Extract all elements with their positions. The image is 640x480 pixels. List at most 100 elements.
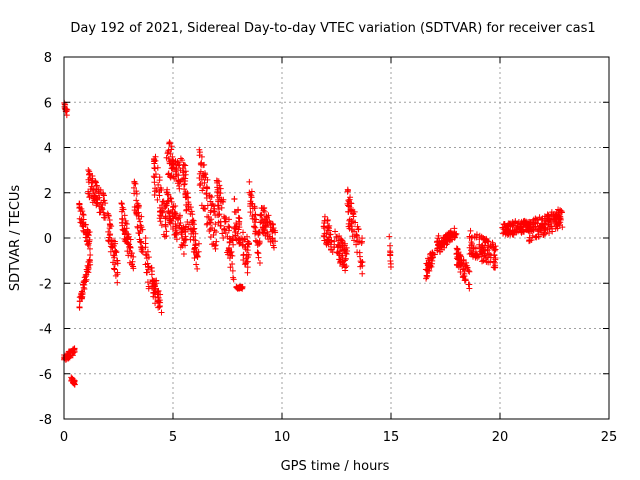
data-point <box>262 223 269 230</box>
data-point <box>173 166 180 173</box>
y-tick-label: 8 <box>44 51 52 66</box>
data-point <box>490 258 497 265</box>
data-point <box>254 249 261 256</box>
data-point <box>213 228 220 235</box>
data-point <box>333 234 340 240</box>
data-point <box>68 374 75 381</box>
data-point <box>184 190 191 197</box>
data-point <box>157 209 164 216</box>
data-point <box>336 250 343 257</box>
data-point <box>249 213 256 220</box>
data-point <box>189 217 196 224</box>
data-point <box>200 205 207 212</box>
data-point <box>114 260 121 267</box>
data-point <box>387 257 394 264</box>
data-point <box>85 242 92 249</box>
data-point <box>137 218 144 225</box>
data-point <box>337 259 344 266</box>
data-point <box>144 279 151 286</box>
data-point <box>248 200 255 207</box>
data-point <box>460 272 467 279</box>
data-point <box>449 231 456 238</box>
data-point <box>133 190 140 197</box>
data-point <box>200 172 207 179</box>
data-point <box>480 244 487 251</box>
data-point <box>85 269 92 276</box>
x-tick-label: 15 <box>383 430 400 445</box>
data-point <box>270 244 277 251</box>
data-point <box>245 254 252 261</box>
data-point <box>214 179 221 186</box>
data-point <box>169 225 176 232</box>
data-point <box>386 233 393 240</box>
data-point <box>461 267 468 274</box>
data-point <box>190 217 197 224</box>
data-point <box>142 261 149 268</box>
data-point <box>338 237 345 244</box>
data-point <box>351 228 358 235</box>
data-point <box>191 225 198 232</box>
data-point <box>261 208 268 215</box>
data-point <box>214 212 221 219</box>
data-point <box>502 230 509 237</box>
data-point <box>193 261 200 268</box>
data-point <box>387 242 394 249</box>
data-point <box>422 266 429 273</box>
data-point <box>99 201 106 208</box>
data-point <box>546 217 553 224</box>
data-point <box>118 201 125 208</box>
data-point <box>180 250 187 257</box>
data-point <box>263 213 270 220</box>
data-point <box>244 233 251 240</box>
y-tick-label: -4 <box>39 323 52 338</box>
data-point <box>514 228 521 235</box>
data-point <box>112 248 119 255</box>
data-point <box>93 183 100 190</box>
data-point <box>192 244 199 251</box>
data-point <box>455 264 462 271</box>
data-point <box>78 288 85 295</box>
data-point <box>321 230 328 237</box>
data-point <box>129 258 136 265</box>
data-point <box>168 165 175 172</box>
data-point <box>331 238 338 245</box>
data-point <box>353 241 360 248</box>
data-point <box>79 294 86 301</box>
data-point <box>132 180 139 187</box>
data-point <box>207 198 214 205</box>
data-point <box>220 235 227 242</box>
data-point <box>510 222 517 229</box>
data-point <box>438 238 445 245</box>
data-point <box>510 229 517 236</box>
data-point <box>151 165 158 172</box>
data-point <box>476 236 483 243</box>
data-point <box>457 269 464 276</box>
data-point <box>155 304 162 311</box>
axis-ticks <box>63 56 610 420</box>
data-point <box>324 239 331 246</box>
data-point <box>485 242 492 249</box>
data-point <box>457 253 464 260</box>
data-point <box>212 221 219 228</box>
data-point <box>529 232 536 239</box>
data-point <box>252 230 259 237</box>
data-point <box>180 161 187 168</box>
data-point <box>156 192 163 199</box>
data-point <box>198 202 205 209</box>
data-point <box>558 209 565 216</box>
data-point <box>69 350 76 357</box>
data-point <box>345 197 352 204</box>
data-point <box>111 252 118 259</box>
data-point <box>135 203 142 210</box>
data-point <box>105 228 112 235</box>
data-point <box>462 277 469 284</box>
data-point <box>343 250 350 257</box>
y-tick-label: 2 <box>44 187 52 202</box>
data-point <box>130 263 137 270</box>
data-point <box>80 211 87 218</box>
data-point <box>167 195 174 202</box>
data-point <box>84 268 91 275</box>
data-point <box>170 204 177 211</box>
data-point <box>196 152 203 159</box>
data-point <box>105 213 112 220</box>
